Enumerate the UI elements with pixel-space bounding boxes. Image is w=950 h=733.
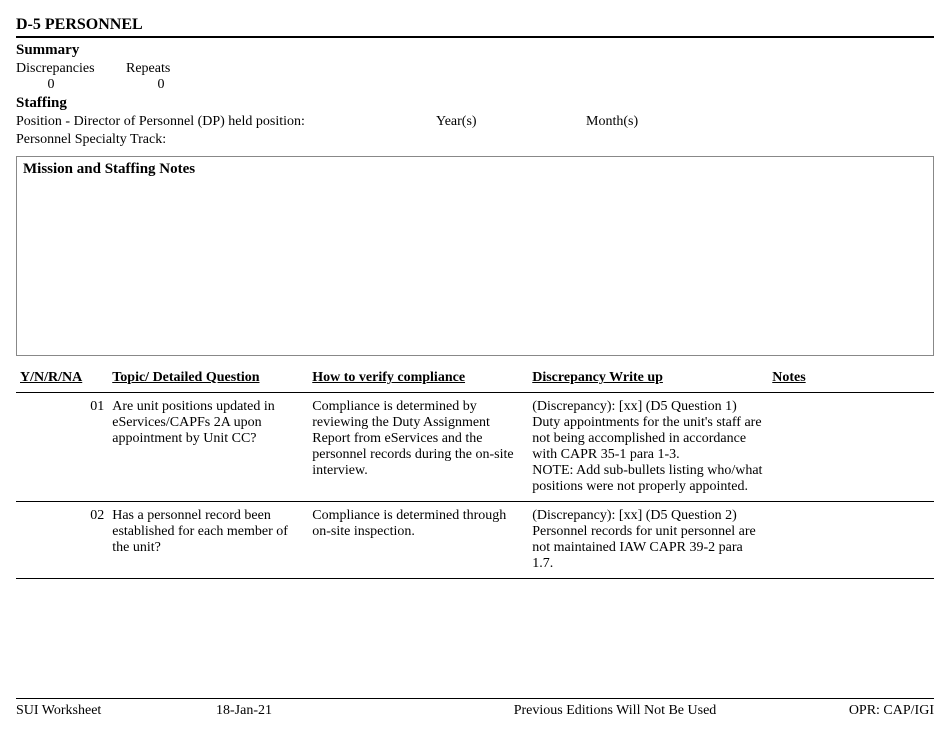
col-header-num <box>86 366 108 393</box>
col-header-verify: How to verify compliance <box>308 366 528 393</box>
discrepancies-label: Discrepancies <box>16 61 126 77</box>
track-label: Personnel Specialty Track: <box>16 132 166 148</box>
col-header-ynrna: Y/N/R/NA <box>16 366 86 393</box>
summary-row: Discrepancies 0 Repeats 0 <box>16 61 934 93</box>
cell-ynrna <box>16 393 86 502</box>
summary-heading: Summary <box>16 42 934 59</box>
footer-left: SUI Worksheet <box>16 703 216 719</box>
discrepancies-value: 0 <box>16 77 86 93</box>
page-footer: SUI Worksheet 18-Jan-21 Previous Edition… <box>16 698 934 719</box>
repeats-label: Repeats <box>126 61 236 77</box>
staffing-track-line: Personnel Specialty Track: <box>16 132 934 148</box>
table-row: 01Are unit positions updated in eService… <box>16 393 934 502</box>
cell-num: 01 <box>86 393 108 502</box>
table-header-row: Y/N/R/NA Topic/ Detailed Question How to… <box>16 366 934 393</box>
position-label: Position - Director of Personnel (DP) he… <box>16 114 436 130</box>
col-header-discrepancy: Discrepancy Write up <box>528 366 768 393</box>
questions-table-wrap: Y/N/R/NA Topic/ Detailed Question How to… <box>16 366 934 579</box>
years-label: Year(s) <box>436 114 586 130</box>
staffing-heading: Staffing <box>16 95 934 112</box>
cell-verify: Compliance is determined by reviewing th… <box>308 393 528 502</box>
staffing-position-line: Position - Director of Personnel (DP) he… <box>16 114 934 130</box>
cell-topic: Has a personnel record been established … <box>108 502 308 579</box>
mission-staffing-notes-box[interactable]: Mission and Staffing Notes <box>16 156 934 356</box>
cell-verify: Compliance is determined through on-site… <box>308 502 528 579</box>
repeats-value: 0 <box>126 77 196 93</box>
footer-center: Previous Editions Will Not Be Used <box>416 703 814 719</box>
cell-notes <box>768 502 934 579</box>
cell-num: 02 <box>86 502 108 579</box>
months-label: Month(s) <box>586 114 736 130</box>
cell-discrepancy: (Discrepancy): [xx] (D5 Question 2) Pers… <box>528 502 768 579</box>
footer-date: 18-Jan-21 <box>216 703 416 719</box>
page-title: D-5 PERSONNEL <box>16 16 934 38</box>
notes-box-title: Mission and Staffing Notes <box>23 161 927 178</box>
cell-topic: Are unit positions updated in eServices/… <box>108 393 308 502</box>
footer-right: OPR: CAP/IGI <box>814 703 934 719</box>
table-row: 02Has a personnel record been establishe… <box>16 502 934 579</box>
col-header-notes: Notes <box>768 366 934 393</box>
questions-table: Y/N/R/NA Topic/ Detailed Question How to… <box>16 366 934 579</box>
cell-notes <box>768 393 934 502</box>
cell-discrepancy: (Discrepancy): [xx] (D5 Question 1) Duty… <box>528 393 768 502</box>
cell-ynrna <box>16 502 86 579</box>
col-header-topic: Topic/ Detailed Question <box>108 366 308 393</box>
